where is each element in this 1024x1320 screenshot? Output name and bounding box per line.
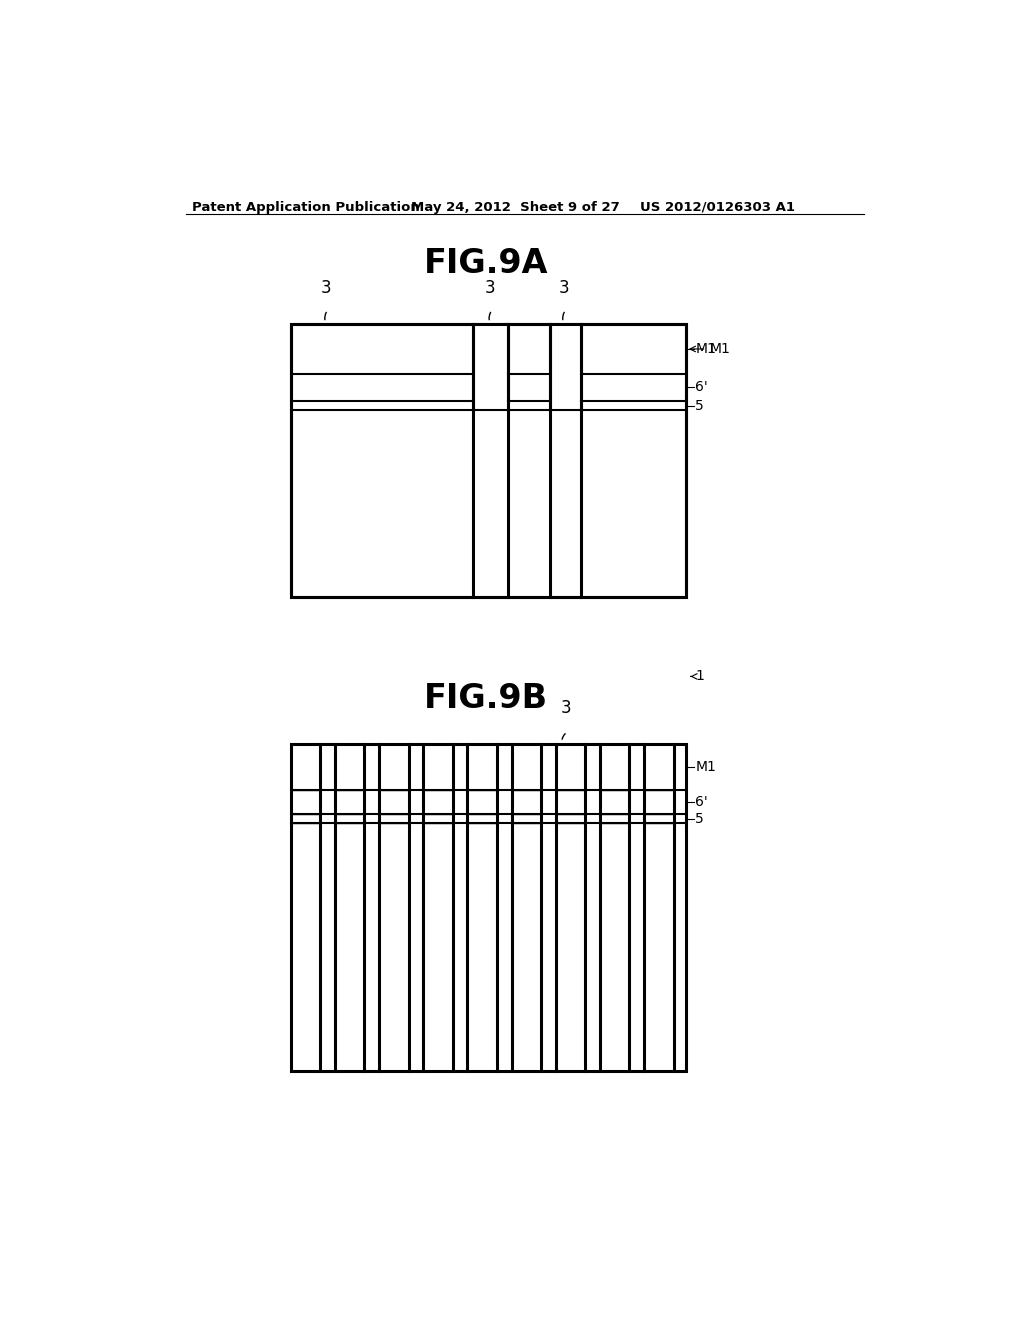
Bar <box>291 374 473 401</box>
Bar <box>512 789 541 814</box>
Bar <box>582 401 686 411</box>
Text: 1: 1 <box>695 669 705 684</box>
Text: May 24, 2012  Sheet 9 of 27: May 24, 2012 Sheet 9 of 27 <box>411 201 620 214</box>
Bar <box>423 822 453 1071</box>
Bar <box>473 323 508 598</box>
Bar <box>644 814 674 822</box>
Bar <box>550 323 582 598</box>
Bar <box>508 401 550 411</box>
Bar <box>291 411 473 598</box>
Text: M1: M1 <box>690 342 730 356</box>
Text: US 2012/0126303 A1: US 2012/0126303 A1 <box>640 201 795 214</box>
Bar <box>582 323 686 374</box>
Bar <box>582 374 686 401</box>
Text: M1: M1 <box>695 760 716 774</box>
Bar <box>600 814 630 822</box>
Bar <box>467 822 497 1071</box>
Text: 3: 3 <box>558 279 569 297</box>
Text: 6': 6' <box>695 380 708 395</box>
Bar <box>291 789 321 814</box>
Bar <box>291 323 686 598</box>
Text: M1: M1 <box>695 342 716 356</box>
Bar <box>291 822 321 1071</box>
Bar <box>335 814 365 822</box>
Bar <box>291 814 321 822</box>
Text: 3: 3 <box>484 279 496 297</box>
Bar <box>291 743 321 789</box>
Bar <box>335 789 365 814</box>
Text: 5: 5 <box>695 399 705 413</box>
Bar <box>473 323 508 411</box>
Bar <box>600 789 630 814</box>
Bar <box>423 789 453 814</box>
Bar <box>512 822 541 1071</box>
Bar <box>508 323 550 374</box>
Bar <box>556 822 586 1071</box>
Text: FIG.9A: FIG.9A <box>424 247 548 280</box>
Bar <box>600 822 630 1071</box>
Bar <box>379 743 409 789</box>
Bar <box>335 743 365 789</box>
Bar <box>512 743 541 789</box>
Bar <box>379 814 409 822</box>
Text: Patent Application Publication: Patent Application Publication <box>191 201 419 214</box>
Bar <box>291 323 473 374</box>
Bar <box>556 789 586 814</box>
Bar <box>508 411 550 598</box>
Text: 6': 6' <box>695 795 708 809</box>
Bar <box>335 822 365 1071</box>
Bar <box>467 789 497 814</box>
Bar <box>379 789 409 814</box>
Bar <box>291 743 686 1071</box>
Bar <box>644 789 674 814</box>
Bar <box>582 411 686 598</box>
Bar <box>291 323 686 598</box>
Bar <box>423 814 453 822</box>
Bar <box>644 822 674 1071</box>
Bar <box>467 743 497 789</box>
Bar <box>556 814 586 822</box>
Bar <box>291 743 686 1071</box>
Bar <box>467 814 497 822</box>
Bar <box>550 323 582 411</box>
Bar <box>644 743 674 789</box>
Text: 3: 3 <box>560 698 571 717</box>
Text: FIG.9B: FIG.9B <box>424 682 548 715</box>
Text: 5: 5 <box>695 812 705 826</box>
Text: 3: 3 <box>321 279 331 297</box>
Bar <box>600 743 630 789</box>
Bar <box>423 743 453 789</box>
Bar <box>379 822 409 1071</box>
Bar <box>512 814 541 822</box>
Bar <box>291 401 473 411</box>
Bar <box>556 743 586 789</box>
Bar <box>508 374 550 401</box>
